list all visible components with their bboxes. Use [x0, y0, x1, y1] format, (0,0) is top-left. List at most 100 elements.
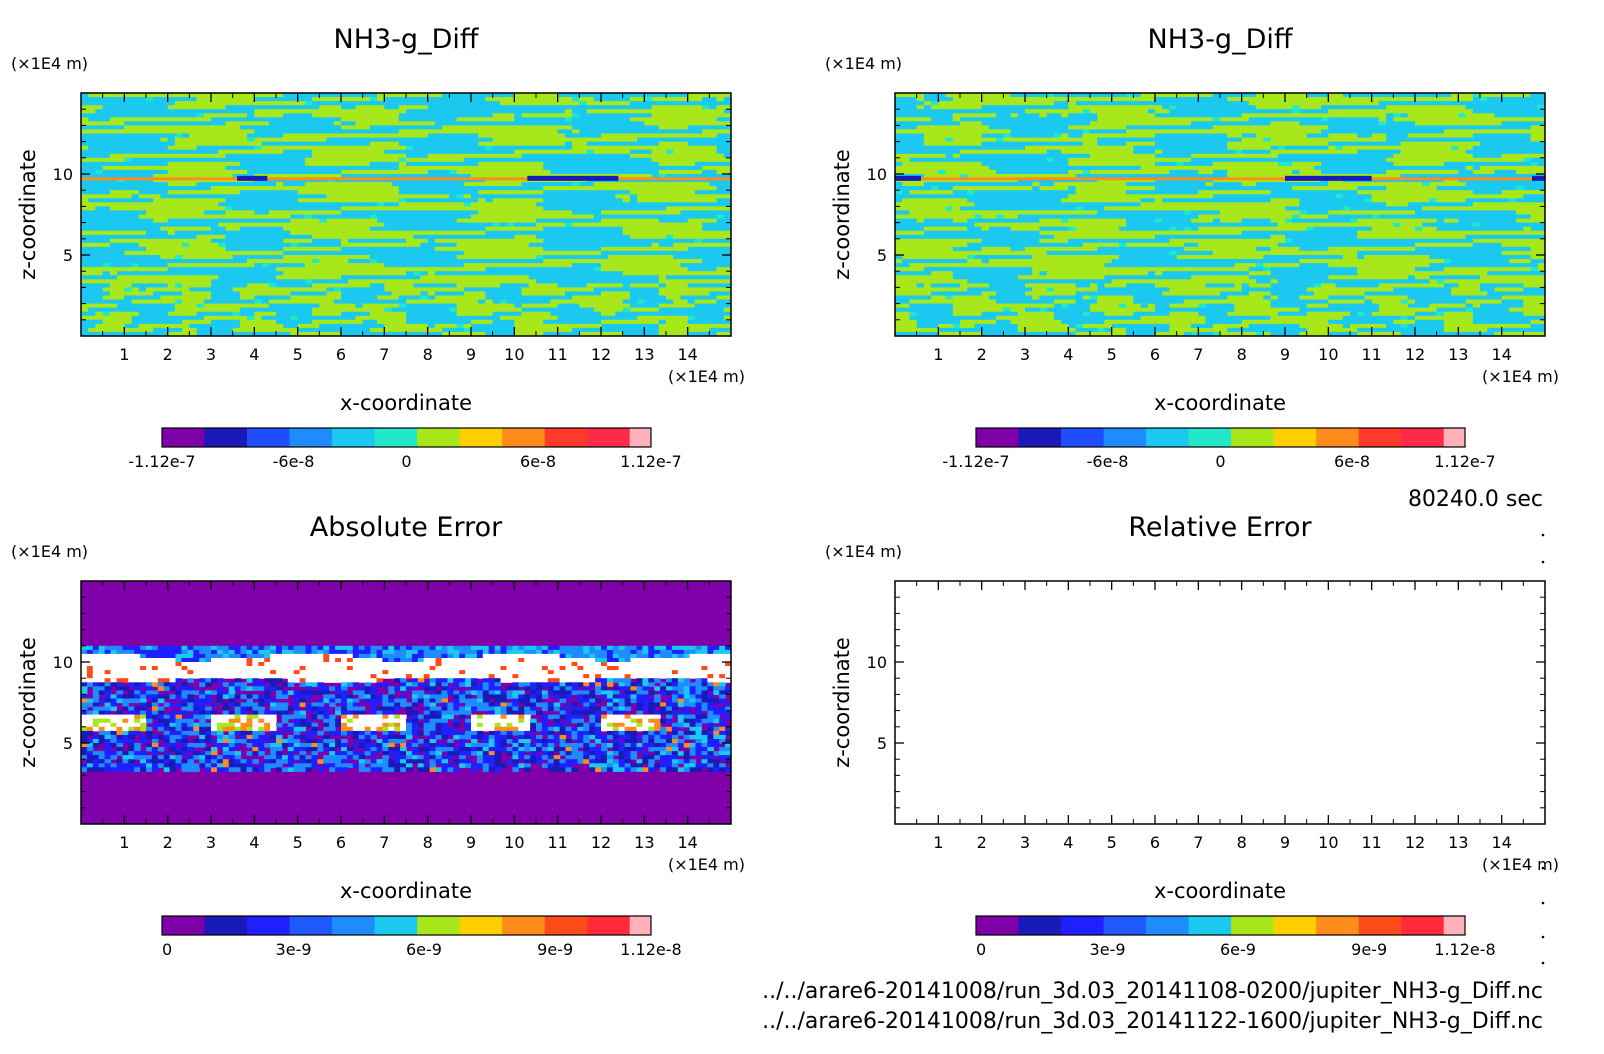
field-cell: [146, 303, 154, 309]
field-cell: [95, 169, 104, 175]
field-cell: [304, 178, 313, 183]
field-cell: [81, 283, 89, 288]
field-cell: [507, 275, 515, 280]
field-cell: [355, 226, 364, 232]
field-cell: [471, 113, 479, 118]
field-cell: [485, 169, 494, 175]
field-cell: [463, 133, 472, 139]
field-cell: [182, 141, 190, 147]
field-cell: [557, 250, 566, 256]
field-cell: [716, 206, 725, 211]
field-cell: [449, 169, 458, 175]
field-cell: [593, 169, 602, 175]
field-cell: [492, 214, 501, 220]
field-cell: [167, 202, 176, 207]
field-cell: [442, 97, 450, 102]
field-cell: [463, 226, 472, 232]
field-cell: [427, 169, 436, 175]
field-cell: [637, 109, 645, 114]
field-cell: [189, 169, 198, 175]
field-cell: [225, 287, 234, 292]
field-cell: [362, 226, 371, 232]
field-cell: [485, 283, 494, 288]
field-cell: [658, 186, 667, 191]
field-cell: [261, 202, 270, 207]
field-cell: [182, 210, 190, 215]
field-cell: [239, 165, 248, 171]
field-cell: [362, 222, 371, 228]
field-cell: [138, 194, 147, 199]
field-cell: [406, 307, 414, 313]
field-cell: [203, 101, 212, 106]
field-cell: [557, 101, 566, 106]
field-cell: [644, 194, 653, 199]
field-cell: [333, 271, 342, 276]
field-cell: [499, 218, 508, 224]
field-cell: [427, 295, 436, 301]
field-cell: [456, 246, 465, 252]
field-cell: [629, 259, 638, 264]
field-cell: [564, 226, 573, 232]
field-cell: [507, 206, 515, 211]
field-cell: [196, 194, 205, 199]
field-cell: [579, 246, 588, 252]
field-cell: [564, 299, 573, 305]
field-cell: [369, 169, 378, 175]
field-cell: [485, 255, 494, 260]
field-cell: [420, 238, 429, 244]
field-cell: [160, 222, 169, 228]
field-cell: [478, 299, 486, 305]
field-cell: [680, 206, 689, 211]
field-cell: [680, 174, 689, 179]
field-cell: [225, 222, 234, 228]
field-cell: [536, 222, 544, 228]
field-cell: [355, 214, 364, 220]
field-cell: [521, 283, 530, 288]
field-cell: [362, 295, 371, 301]
field-cell: [348, 109, 356, 114]
field-cell: [102, 117, 111, 122]
field-cell: [362, 93, 371, 98]
field-cell: [579, 117, 588, 122]
field-cell: [716, 113, 725, 118]
field-cell: [348, 165, 356, 171]
field-cell: [174, 263, 183, 268]
field-cell: [528, 234, 537, 240]
field-cell: [290, 271, 299, 276]
field-cell: [637, 299, 645, 305]
field-cell: [702, 174, 710, 179]
field-cell: [716, 198, 725, 203]
field-cell: [463, 267, 472, 272]
field-cell: [88, 279, 96, 284]
field-cell: [189, 174, 198, 179]
field-cell: [348, 210, 356, 215]
field-cell: [146, 153, 154, 159]
field-cell: [427, 165, 436, 171]
field-cell: [398, 121, 407, 126]
field-cell: [709, 267, 718, 272]
field-cell: [709, 206, 718, 211]
field-cell: [153, 93, 161, 98]
field-cell: [586, 287, 595, 292]
field-cell: [507, 226, 515, 232]
field-cell: [218, 101, 226, 106]
field-cell: [413, 246, 421, 252]
field-cell: [174, 113, 183, 118]
field-cell: [333, 101, 342, 106]
field-cell: [666, 93, 674, 98]
field-cell: [189, 311, 198, 317]
field-cell: [658, 101, 667, 106]
field-cell: [723, 174, 731, 179]
field-cell: [391, 311, 400, 317]
field-cell: [384, 101, 393, 106]
field-cell: [138, 303, 147, 309]
field-cell: [557, 222, 566, 228]
field-cell: [319, 169, 328, 175]
field-cell: [102, 186, 111, 191]
field-cell: [341, 93, 349, 98]
field-cell: [95, 182, 104, 187]
field-cell: [239, 109, 248, 114]
field-cell: [622, 242, 631, 248]
field-cell: [615, 165, 624, 171]
field-cell: [471, 157, 479, 163]
